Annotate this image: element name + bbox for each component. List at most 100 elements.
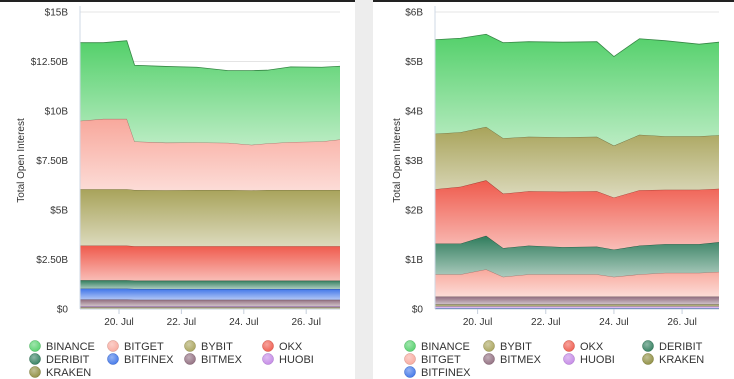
y-tick-label: $1B [405,255,423,266]
area-kraken [435,304,719,307]
x-tick-label: 20. Jul [463,317,492,328]
area-bybit [435,126,719,198]
line-binance [434,33,720,58]
area-okx [435,180,719,250]
series-areas [79,40,341,309]
legend-marker [404,340,416,352]
legend-marker [184,353,196,365]
legend-label: BINANCE [46,341,95,353]
open-interest-chart-coin: $0 $1B $2B $3B $4B $5B $6B 20. Jul 22. Jul 24. Ju… [373,0,734,379]
x-tick-label: 20. Jul [104,317,133,328]
area-okx [80,245,340,281]
legend-label: BITGET [124,341,164,353]
y-axis-title: Total Open Interest [16,118,27,203]
area-binance [435,34,719,146]
x-tick-labels: 20. Jul 22. Jul 24. Jul 26. Jul [104,309,321,328]
legend-item-huobi[interactable]: HUOBI [563,353,615,367]
area-deribit [80,280,340,290]
area-bybit [80,189,340,247]
y-tick-label: $7.50B [36,156,68,167]
legend-label: BINANCE [421,341,470,353]
legend-item-huobi[interactable]: HUOBI [262,353,314,367]
legend-label: OKX [279,341,303,353]
legend-label: KRAKEN [46,367,91,379]
legend-label: BYBIT [500,341,532,353]
legend-item-deribit[interactable]: DERIBIT [29,353,90,367]
legend-marker [563,353,575,365]
x-tick-label: 24. Jul [229,317,258,328]
y-tick-label: $5B [405,57,423,68]
legend-label: HUOBI [279,354,314,366]
area-bitget [435,269,719,297]
legend-marker [404,353,416,365]
legend-marker [404,366,416,378]
area-binance [80,40,340,145]
legend-item-okx[interactable]: OKX [563,340,604,354]
legend-item-kraken[interactable]: KRAKEN [29,366,92,379]
x-tick-label: 24. Jul [599,317,628,328]
legend-item-deribit[interactable]: DERIBIT [642,340,703,354]
legend-item-binance[interactable]: BINANCE [29,340,95,354]
legend-label: DERIBIT [46,354,90,366]
legend-marker [29,366,41,378]
legend-label: BITMEX [500,354,542,366]
legend-marker [642,340,654,352]
panel-divider [355,0,373,379]
legend-marker [483,340,495,352]
chart-svg-right: $0 $1B $2B $3B $4B $5B $6B 20. Jul 22. Jul 24. Ju… [392,6,720,379]
y-tick-label: $10B [45,107,69,118]
legend-marker [483,353,495,365]
legend-item-bitmex[interactable]: BITMEX [184,353,243,367]
legend-item-kraken[interactable]: KRAKEN [642,353,705,367]
x-tick-label: 26. Jul [667,317,696,328]
legend-marker [29,340,41,352]
y-tick-label: $2B [405,206,423,217]
legend-marker [262,353,274,365]
legend-label: BITFINEX [421,367,471,379]
y-axis-title: Total Open Interest [392,118,403,203]
legend-item-bitfinex[interactable]: BITFINEX [107,353,175,367]
legend-item-bitget[interactable]: BITGET [404,353,462,367]
area-bitget [80,118,340,191]
series-areas [434,33,720,309]
legend-label: BYBIT [201,341,233,353]
open-interest-chart-usd: $0 $2.50B $5B $7.50B $10B $12.50B $15B 20. Jul 2… [0,0,355,379]
y-tick-labels: $0 $1B $2B $3B $4B $5B $6B [405,8,423,316]
legend-marker [642,353,654,365]
legend-label: OKX [580,341,604,353]
legend-label: DERIBIT [659,341,703,353]
y-tick-label: $4B [405,107,423,118]
legend-label: BITMEX [201,354,243,366]
y-tick-label: $2.50B [36,255,68,266]
legend-marker [107,340,119,352]
legend-marker [107,353,119,365]
y-tick-labels: $0 $2.50B $5B $7.50B $10B $12.50B $15B [31,8,69,316]
legend-label: HUOBI [580,354,615,366]
legend-item-bybit[interactable]: BYBIT [483,340,533,354]
legend-item-bitget[interactable]: BITGET [107,340,165,354]
line-binance [80,40,341,72]
area-deribit [435,235,719,277]
y-tick-label: $12.50B [31,57,69,68]
legend-marker [563,340,575,352]
legend-marker [262,340,274,352]
y-tick-label: $3B [405,156,423,167]
legend-item-bitmex[interactable]: BITMEX [483,353,542,367]
y-tick-label: $0 [57,305,69,316]
legend-label: KRAKEN [659,354,704,366]
legend-marker [184,340,196,352]
area-bitmex [435,296,719,305]
x-tick-label: 26. Jul [291,317,320,328]
legend-item-binance[interactable]: BINANCE [404,340,470,354]
legend-item-okx[interactable]: OKX [262,340,303,354]
legend-item-bybit[interactable]: BYBIT [184,340,234,354]
area-bitmex [80,299,340,307]
legend: BINANCE BYBIT OKX DERIBIT BITGET BITMEX HUOBI K… [404,340,705,379]
area-bitfinex [80,288,340,300]
legend-item-bitfinex[interactable]: BITFINEX [404,366,472,379]
x-tick-labels: 20. Jul 22. Jul 24. Jul 26. Jul [463,309,697,328]
x-tick-label: 22. Jul [531,317,560,328]
legend-label: BITFINEX [124,354,174,366]
legend: BINANCE BITGET BYBIT OKX DERIBIT BITFINEX BITM… [29,340,314,379]
